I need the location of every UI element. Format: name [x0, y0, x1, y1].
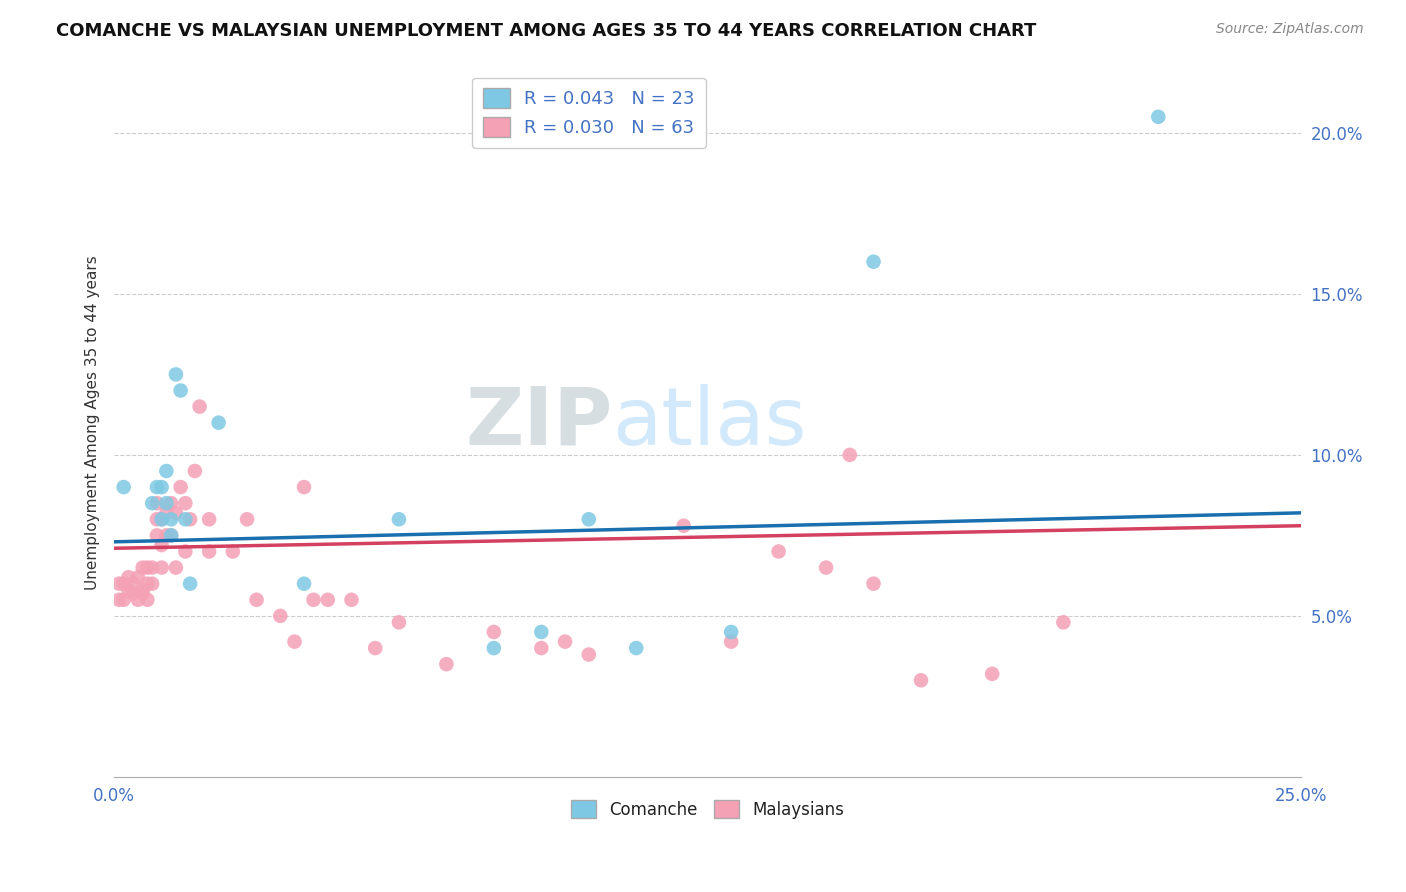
- Point: [862, 254, 884, 268]
- Point: [122, 586, 145, 600]
- Point: [131, 560, 153, 574]
- Point: [388, 512, 411, 526]
- Point: [141, 560, 163, 574]
- Point: [198, 544, 221, 558]
- Point: [150, 480, 173, 494]
- Point: [388, 615, 411, 630]
- Point: [165, 506, 187, 520]
- Point: [316, 592, 339, 607]
- Point: [245, 592, 267, 607]
- Point: [188, 400, 211, 414]
- Point: [122, 576, 145, 591]
- Point: [910, 673, 932, 688]
- Point: [155, 528, 177, 542]
- Point: [184, 464, 207, 478]
- Point: [127, 570, 149, 584]
- Point: [112, 592, 135, 607]
- Point: [768, 544, 790, 558]
- Point: [136, 592, 159, 607]
- Point: [165, 368, 187, 382]
- Point: [131, 586, 153, 600]
- Point: [160, 528, 183, 542]
- Point: [672, 518, 695, 533]
- Point: [862, 576, 884, 591]
- Point: [117, 583, 139, 598]
- Point: [155, 496, 177, 510]
- Point: [146, 528, 169, 542]
- Point: [150, 512, 173, 526]
- Text: ZIP: ZIP: [465, 384, 613, 462]
- Point: [112, 576, 135, 591]
- Point: [136, 560, 159, 574]
- Point: [198, 512, 221, 526]
- Point: [108, 576, 131, 591]
- Point: [174, 544, 197, 558]
- Point: [554, 634, 576, 648]
- Point: [179, 576, 201, 591]
- Point: [626, 641, 648, 656]
- Point: [530, 641, 553, 656]
- Point: [720, 624, 742, 639]
- Point: [150, 560, 173, 574]
- Point: [530, 624, 553, 639]
- Point: [482, 624, 505, 639]
- Point: [207, 416, 229, 430]
- Point: [169, 384, 191, 398]
- Point: [174, 496, 197, 510]
- Point: [160, 512, 183, 526]
- Point: [222, 544, 245, 558]
- Point: [815, 560, 838, 574]
- Y-axis label: Unemployment Among Ages 35 to 44 years: Unemployment Among Ages 35 to 44 years: [86, 255, 100, 591]
- Point: [136, 576, 159, 591]
- Point: [482, 641, 505, 656]
- Point: [112, 480, 135, 494]
- Point: [283, 634, 305, 648]
- Point: [108, 592, 131, 607]
- Point: [141, 576, 163, 591]
- Point: [179, 512, 201, 526]
- Point: [292, 480, 315, 494]
- Point: [146, 496, 169, 510]
- Text: Source: ZipAtlas.com: Source: ZipAtlas.com: [1216, 22, 1364, 37]
- Point: [155, 506, 177, 520]
- Point: [302, 592, 325, 607]
- Point: [236, 512, 259, 526]
- Point: [981, 666, 1004, 681]
- Point: [292, 576, 315, 591]
- Point: [434, 657, 457, 672]
- Point: [165, 560, 187, 574]
- Point: [141, 496, 163, 510]
- Point: [838, 448, 860, 462]
- Legend: Comanche, Malaysians: Comanche, Malaysians: [564, 793, 851, 825]
- Point: [127, 592, 149, 607]
- Point: [1052, 615, 1074, 630]
- Point: [269, 608, 291, 623]
- Point: [578, 512, 600, 526]
- Point: [364, 641, 387, 656]
- Point: [1147, 110, 1170, 124]
- Point: [150, 538, 173, 552]
- Point: [720, 634, 742, 648]
- Text: atlas: atlas: [613, 384, 807, 462]
- Point: [131, 583, 153, 598]
- Point: [340, 592, 363, 607]
- Point: [169, 480, 191, 494]
- Point: [174, 512, 197, 526]
- Point: [146, 480, 169, 494]
- Point: [160, 496, 183, 510]
- Point: [578, 648, 600, 662]
- Point: [160, 528, 183, 542]
- Text: COMANCHE VS MALAYSIAN UNEMPLOYMENT AMONG AGES 35 TO 44 YEARS CORRELATION CHART: COMANCHE VS MALAYSIAN UNEMPLOYMENT AMONG…: [56, 22, 1036, 40]
- Point: [150, 512, 173, 526]
- Point: [117, 570, 139, 584]
- Point: [146, 512, 169, 526]
- Point: [155, 464, 177, 478]
